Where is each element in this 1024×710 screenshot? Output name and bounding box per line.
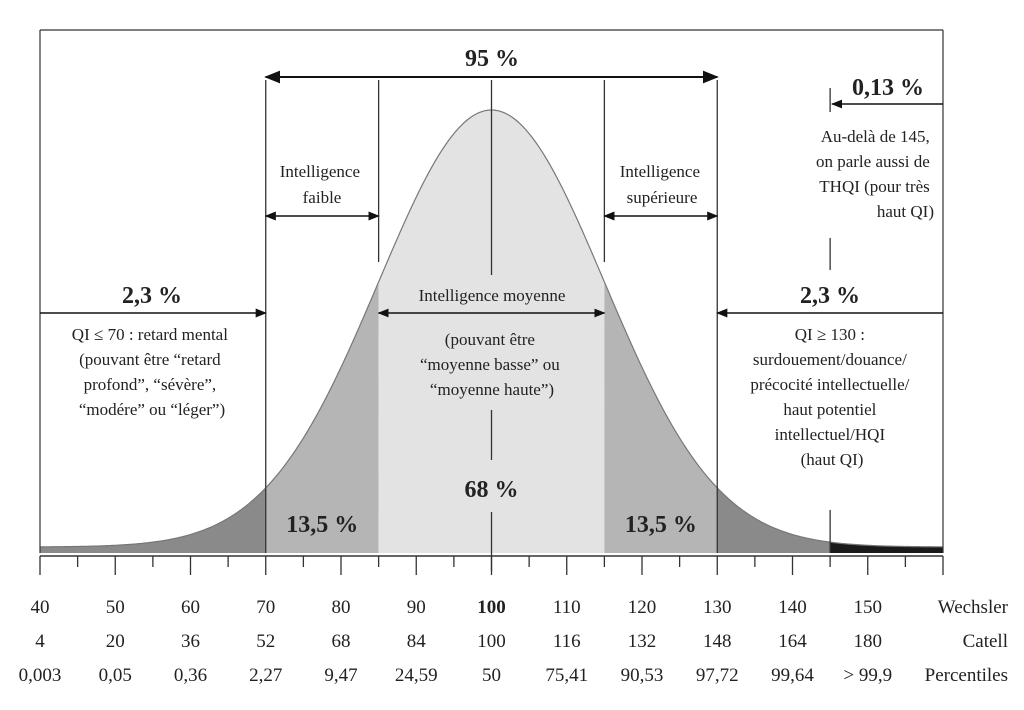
right-23-label: 2,3 % — [800, 283, 860, 309]
scale-percentiles-tick: 99,64 — [771, 665, 814, 686]
scale-wechsler-tick: 110 — [553, 597, 581, 618]
scale-catell-tick: 180 — [854, 631, 883, 652]
moyenne-note-line: (pouvant être — [445, 330, 535, 349]
right-note-line: surdouement/douance/ — [753, 350, 907, 369]
band-130-145 — [717, 487, 831, 553]
scale-catell-tick: 20 — [106, 631, 125, 652]
scale-wechsler-tick: 130 — [703, 597, 732, 618]
left-23-label: 2,3 % — [122, 283, 182, 309]
scale-catell-tick: 100 — [477, 631, 506, 652]
scale-percentiles-tick: 90,53 — [621, 665, 664, 686]
right-note-line: (haut QI) — [801, 450, 864, 469]
left-note-line: (pouvant être “retard — [79, 350, 221, 369]
right-note-line: intellectuel/HQI — [775, 425, 886, 444]
band-70-85 — [265, 281, 379, 553]
moyenne-note-line: “moyenne haute”) — [430, 380, 554, 399]
left-note-line: “modére” ou “léger”) — [79, 400, 225, 419]
superieure-label-line: supérieure — [627, 188, 698, 207]
scale-catell-tick: 36 — [181, 631, 200, 652]
faible-label-line: faible — [303, 188, 342, 207]
band-percent-labels: 13,5 % 68 % 13,5 % — [286, 477, 697, 538]
scale-catell-tick: 116 — [553, 631, 581, 652]
chart-frame — [39, 29, 944, 553]
scale-catell-tick: 4 — [35, 631, 45, 652]
scale-catell-tick: 132 — [628, 631, 657, 652]
moyenne-note-line: “moyenne basse” ou — [420, 355, 560, 374]
left-note-line: profond”, “sévère”, — [84, 375, 217, 394]
scale-rows: 40 50 60 70 80 90 100 110 120 130 140 150 Wechsler 4 2… — [19, 597, 1009, 686]
band-85-115 — [378, 110, 605, 553]
scale-wechsler-tick: 40 — [31, 597, 50, 618]
scale-wechsler-tick: 70 — [256, 597, 275, 618]
above145-note-line: THQI (pour très — [819, 177, 929, 196]
scale-percentiles-tick: 0,003 — [19, 665, 62, 686]
scale-wechsler-tick: 80 — [332, 597, 351, 618]
scale-wechsler-label: Wechsler — [938, 597, 1009, 618]
right-note-line: QI ≥ 130 : — [795, 325, 865, 344]
scale-percentiles-label: Percentiles — [925, 665, 1008, 686]
moyenne-note: (pouvant être “moyenne basse” ou “moyenn… — [420, 330, 564, 399]
scale-catell-tick: 164 — [778, 631, 807, 652]
scale-catell-tick: 148 — [703, 631, 732, 652]
scale-catell-tick: 68 — [332, 631, 351, 652]
scale-catell-tick: 84 — [407, 631, 427, 652]
moyenne-title: Intelligence moyenne — [419, 286, 566, 305]
scale-percentiles-tick: 75,41 — [545, 665, 588, 686]
right-note: QI ≥ 130 : surdouement/douance/ précocit… — [750, 325, 913, 469]
scale-percentiles-tick: 50 — [482, 665, 501, 686]
pct-95-label: 95 % — [465, 46, 519, 72]
band-pct-label: 13,5 % — [286, 512, 358, 538]
left-note: QI ≤ 70 : retard mental (pouvant être “r… — [72, 325, 232, 419]
scale-percentiles-tick: 0,05 — [99, 665, 132, 686]
superieure-label-line: Intelligence — [620, 162, 700, 181]
faible-label-line: Intelligence — [280, 162, 360, 181]
scale-percentiles-tick: 24,59 — [395, 665, 438, 686]
right-note-line: précocité intellectuelle/ — [750, 375, 909, 394]
scale-wechsler-tick: 150 — [854, 597, 883, 618]
scale-wechsler-tick: 100 — [477, 597, 506, 618]
superieure-label: Intelligence supérieure — [620, 162, 705, 207]
scale-catell-tick: 52 — [256, 631, 275, 652]
x-axis — [39, 555, 944, 575]
scale-percentiles-tick: > 99,9 — [843, 665, 892, 686]
distribution-bands — [39, 109, 944, 553]
scale-wechsler-tick: 120 — [628, 597, 657, 618]
band-pct-label: 13,5 % — [625, 512, 697, 538]
left-note-line: QI ≤ 70 : retard mental — [72, 325, 228, 344]
scale-wechsler-tick: 90 — [407, 597, 426, 618]
band-40-70 — [40, 487, 266, 553]
above145-note: Au-delà de 145, on parle aussi de THQI (… — [816, 127, 934, 221]
scale-wechsler-tick: 60 — [181, 597, 200, 618]
pct-013-label: 0,13 % — [852, 75, 924, 101]
scale-catell-label: Catell — [963, 631, 1008, 652]
scale-wechsler-tick: 140 — [778, 597, 807, 618]
scale-wechsler-tick: 50 — [106, 597, 125, 618]
scale-percentiles-tick: 0,36 — [174, 665, 207, 686]
right-note-line: haut potentiel — [783, 400, 876, 419]
scale-percentiles-tick: 2,27 — [249, 665, 282, 686]
above145-note-line: on parle aussi de — [816, 152, 930, 171]
range-arrows — [40, 70, 943, 318]
scale-percentiles-tick: 9,47 — [324, 665, 357, 686]
scale-percentiles-tick: 97,72 — [696, 665, 739, 686]
band-pct-label: 68 % — [465, 477, 519, 503]
band-115-130 — [604, 281, 718, 553]
faible-label: Intelligence faible — [280, 162, 365, 207]
above145-note-line: haut QI) — [877, 202, 934, 221]
above145-note-line: Au-delà de 145, — [821, 127, 930, 146]
